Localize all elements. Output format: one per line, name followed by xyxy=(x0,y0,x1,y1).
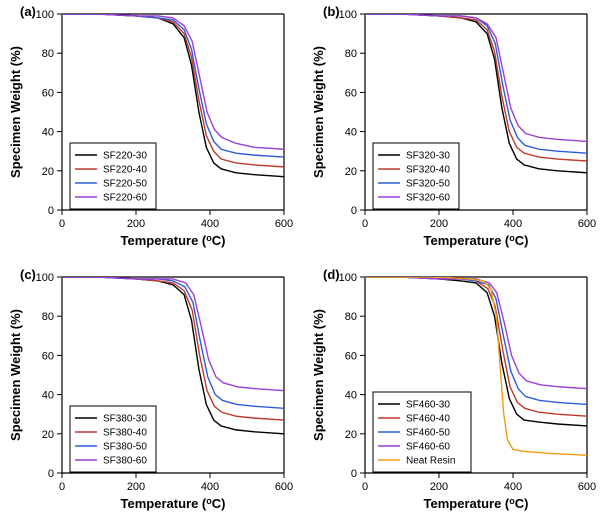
y-axis-label: Specimen Weight (%) xyxy=(311,46,326,178)
legend-label: SF460-50 xyxy=(406,427,450,438)
x-tick-label: 400 xyxy=(201,218,219,230)
x-tick-label: 400 xyxy=(503,218,521,230)
y-tick-label: 20 xyxy=(344,428,356,440)
y-tick-label: 0 xyxy=(48,468,54,480)
x-tick-label: 200 xyxy=(429,481,447,493)
legend-label: SF460-30 xyxy=(406,399,450,410)
x-tick-label: 0 xyxy=(59,481,65,493)
y-tick-label: 40 xyxy=(42,389,54,401)
legend-label: SF320-50 xyxy=(406,179,450,190)
x-tick-label: 200 xyxy=(127,481,145,493)
x-tick-label: 600 xyxy=(275,218,293,230)
y-tick-label: 100 xyxy=(338,9,356,21)
x-tick-label: 0 xyxy=(59,218,65,230)
y-tick-label: 40 xyxy=(344,389,356,401)
y-tick-label: 60 xyxy=(42,87,54,99)
legend-label: SF320-40 xyxy=(406,165,450,176)
legend-label: SF380-30 xyxy=(103,413,147,424)
y-tick-label: 40 xyxy=(344,127,356,139)
y-tick-label: 0 xyxy=(48,205,54,217)
legend-label: SF380-60 xyxy=(103,455,147,466)
y-tick-label: 80 xyxy=(42,311,54,323)
y-axis-label: Specimen Weight (%) xyxy=(8,309,23,441)
x-tick-label: 0 xyxy=(361,481,367,493)
panel-d: 0200400600020406080100Temperature (oC)Sp… xyxy=(303,263,605,525)
legend-label: SF220-50 xyxy=(103,179,147,190)
panel-a: 0200400600020406080100Temperature (oC)Sp… xyxy=(0,0,303,263)
y-tick-label: 60 xyxy=(344,87,356,99)
legend-label: SF220-60 xyxy=(103,193,147,204)
panel-c: 0200400600020406080100Temperature (oC)Sp… xyxy=(0,263,303,525)
panel-tag: (a) xyxy=(20,4,36,19)
legend-label: Neat Resin xyxy=(406,455,455,466)
y-tick-label: 0 xyxy=(350,468,356,480)
x-tick-label: 0 xyxy=(361,218,367,230)
y-tick-label: 40 xyxy=(42,127,54,139)
y-axis-label: Specimen Weight (%) xyxy=(8,46,23,178)
legend-label: SF320-60 xyxy=(406,193,450,204)
y-tick-label: 80 xyxy=(42,48,54,60)
legend-label: SF380-50 xyxy=(103,441,147,452)
y-tick-label: 60 xyxy=(42,350,54,362)
y-tick-label: 20 xyxy=(42,428,54,440)
y-tick-label: 0 xyxy=(350,205,356,217)
tga-figure-grid: 0200400600020406080100Temperature (oC)Sp… xyxy=(0,0,605,525)
y-tick-label: 20 xyxy=(42,166,54,178)
x-tick-label: 200 xyxy=(127,218,145,230)
panel-tag: (b) xyxy=(323,4,340,19)
y-tick-label: 80 xyxy=(344,311,356,323)
panel-tag: (d) xyxy=(323,267,340,282)
x-tick-label: 400 xyxy=(503,481,521,493)
y-tick-label: 80 xyxy=(344,48,356,60)
y-tick-label: 100 xyxy=(338,272,356,284)
y-tick-label: 60 xyxy=(344,350,356,362)
legend-label: SF460-40 xyxy=(406,413,450,424)
y-tick-label: 20 xyxy=(344,166,356,178)
x-tick-label: 400 xyxy=(201,481,219,493)
panel-b: 0200400600020406080100Temperature (oC)Sp… xyxy=(303,0,605,263)
legend-label: SF380-40 xyxy=(103,427,147,438)
x-tick-label: 600 xyxy=(577,481,595,493)
legend-label: SF460-60 xyxy=(406,441,450,452)
legend-label: SF220-30 xyxy=(103,151,147,162)
x-tick-label: 200 xyxy=(429,218,447,230)
legend-label: SF220-40 xyxy=(103,165,147,176)
x-tick-label: 600 xyxy=(275,481,293,493)
x-tick-label: 600 xyxy=(577,218,595,230)
panel-tag: (c) xyxy=(20,267,36,282)
y-axis-label: Specimen Weight (%) xyxy=(311,309,326,441)
legend-label: SF320-30 xyxy=(406,151,450,162)
y-tick-label: 100 xyxy=(36,9,54,21)
y-tick-label: 100 xyxy=(36,272,54,284)
